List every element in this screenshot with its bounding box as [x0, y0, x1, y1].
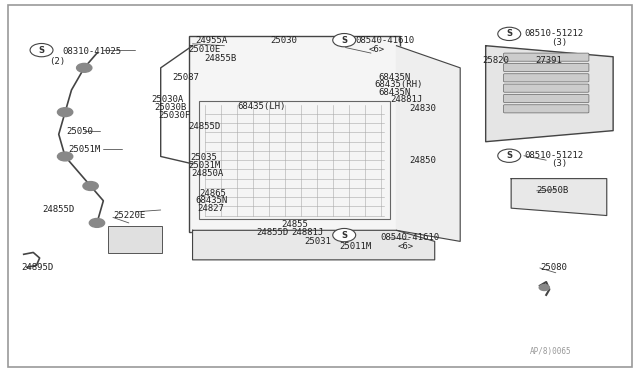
Text: 24850A: 24850A	[191, 169, 223, 177]
Text: 24830: 24830	[409, 104, 436, 113]
Text: 24881J: 24881J	[291, 228, 324, 237]
Text: (3): (3)	[550, 38, 567, 46]
Circle shape	[498, 27, 521, 41]
Text: <6>: <6>	[369, 45, 385, 54]
FancyBboxPatch shape	[504, 84, 589, 92]
FancyBboxPatch shape	[504, 74, 589, 82]
Circle shape	[498, 149, 521, 162]
Circle shape	[83, 182, 99, 190]
Text: 25030B: 25030B	[154, 103, 187, 112]
Text: 24895D: 24895D	[22, 263, 54, 272]
Text: 25011M: 25011M	[339, 243, 371, 251]
Text: <6>: <6>	[397, 242, 414, 251]
Circle shape	[58, 108, 73, 116]
Text: 08510-51212: 08510-51212	[524, 29, 583, 38]
FancyBboxPatch shape	[504, 94, 589, 103]
Text: 68435(RH): 68435(RH)	[374, 80, 422, 89]
Text: 24855: 24855	[282, 220, 308, 229]
Circle shape	[30, 44, 53, 57]
Text: AP/8)0065: AP/8)0065	[531, 347, 572, 356]
Text: 08510-51212: 08510-51212	[524, 151, 583, 160]
Text: S: S	[341, 231, 348, 240]
Text: (2): (2)	[49, 57, 65, 66]
Polygon shape	[193, 230, 435, 260]
Text: 25030A: 25030A	[151, 95, 184, 104]
Text: 25030: 25030	[270, 36, 297, 45]
Circle shape	[77, 63, 92, 72]
Text: 24881J: 24881J	[390, 96, 422, 105]
FancyBboxPatch shape	[189, 36, 399, 232]
Text: 24955A: 24955A	[196, 36, 228, 45]
Text: 27391: 27391	[536, 56, 563, 65]
Polygon shape	[511, 179, 607, 215]
FancyBboxPatch shape	[504, 105, 589, 113]
Polygon shape	[396, 46, 460, 241]
Text: 25050: 25050	[67, 127, 93, 136]
Text: 08540-41610: 08540-41610	[381, 233, 440, 242]
Text: 25220E: 25220E	[113, 211, 145, 220]
Text: 25087: 25087	[172, 73, 199, 82]
Text: 08310-41025: 08310-41025	[62, 47, 121, 56]
Text: (3): (3)	[550, 159, 567, 169]
Text: 24855B: 24855B	[204, 54, 236, 63]
Text: 25031: 25031	[304, 237, 331, 246]
Text: 24855D: 24855D	[188, 122, 220, 131]
Text: 68435N: 68435N	[196, 196, 228, 205]
Text: 25035: 25035	[190, 153, 217, 162]
Text: 08540-41610: 08540-41610	[355, 36, 414, 45]
Text: S: S	[506, 29, 512, 38]
Text: 25050B: 25050B	[537, 186, 569, 195]
Text: 25051M: 25051M	[68, 145, 100, 154]
Text: 68435N: 68435N	[379, 88, 411, 97]
Text: 24850: 24850	[409, 155, 436, 165]
Text: 68435N: 68435N	[379, 73, 411, 81]
FancyBboxPatch shape	[108, 226, 162, 253]
Text: S: S	[506, 151, 512, 160]
Circle shape	[333, 33, 356, 47]
Circle shape	[90, 218, 104, 227]
Text: S: S	[38, 46, 45, 55]
Text: 24855D: 24855D	[256, 228, 289, 237]
Text: 24855D: 24855D	[43, 205, 75, 215]
Text: 25010E: 25010E	[188, 45, 220, 54]
Circle shape	[58, 152, 73, 161]
Text: 25820: 25820	[483, 56, 509, 65]
FancyBboxPatch shape	[504, 53, 589, 61]
Circle shape	[333, 228, 356, 242]
Text: 24827: 24827	[198, 203, 225, 213]
Text: 25080: 25080	[540, 263, 566, 272]
Text: 25030F: 25030F	[159, 111, 191, 121]
Text: 24865: 24865	[199, 189, 226, 198]
Circle shape	[540, 285, 549, 291]
Text: 68435(LH): 68435(LH)	[237, 102, 285, 111]
Text: 25031M: 25031M	[188, 161, 220, 170]
FancyBboxPatch shape	[504, 63, 589, 71]
Text: S: S	[341, 36, 348, 45]
Polygon shape	[486, 46, 613, 142]
